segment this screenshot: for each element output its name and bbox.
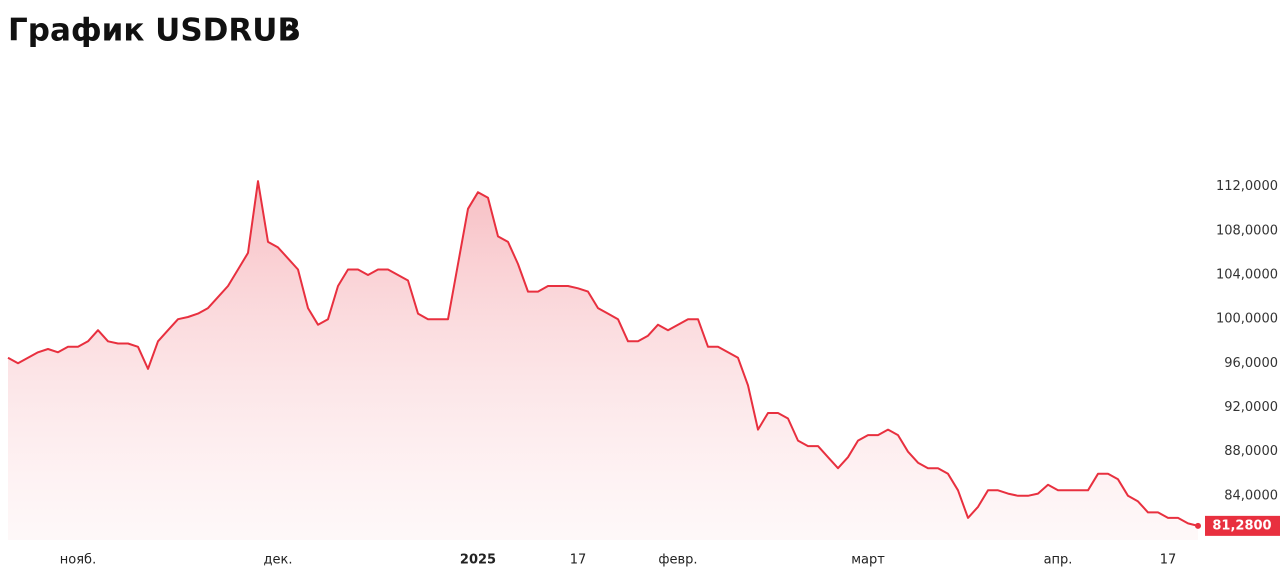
title-chevron[interactable]: [286, 23, 299, 41]
x-tick-label: февр.: [658, 553, 697, 568]
x-tick-label: 2025: [460, 553, 496, 568]
y-tick-label: 84,0000: [1224, 488, 1278, 503]
price-line: [7, 180, 1199, 527]
last-point: [1195, 522, 1201, 529]
x-tick-label: дек.: [264, 553, 293, 568]
y-tick-label: 100,0000: [1216, 312, 1278, 327]
x-tick-label: март: [851, 553, 885, 568]
x-tick-label: апр.: [1044, 553, 1073, 568]
y-tick-label: 104,0000: [1216, 268, 1278, 283]
x-tick-label: нояб.: [60, 553, 96, 568]
y-tick-label: 112,0000: [1216, 179, 1278, 194]
area-fill: [8, 181, 1198, 540]
y-tick-label: 96,0000: [1224, 356, 1278, 371]
x-tick-label: 17: [570, 553, 587, 568]
y-tick-label: 88,0000: [1224, 444, 1278, 459]
last-value-badge: [1205, 515, 1280, 536]
last-value-label: 81,2800: [1212, 518, 1271, 533]
chart-title[interactable]: График USDRUB: [8, 13, 301, 49]
y-tick-label: 92,0000: [1224, 400, 1278, 415]
x-tick-label: 17: [1160, 553, 1177, 568]
y-tick-label: 108,0000: [1216, 223, 1278, 238]
